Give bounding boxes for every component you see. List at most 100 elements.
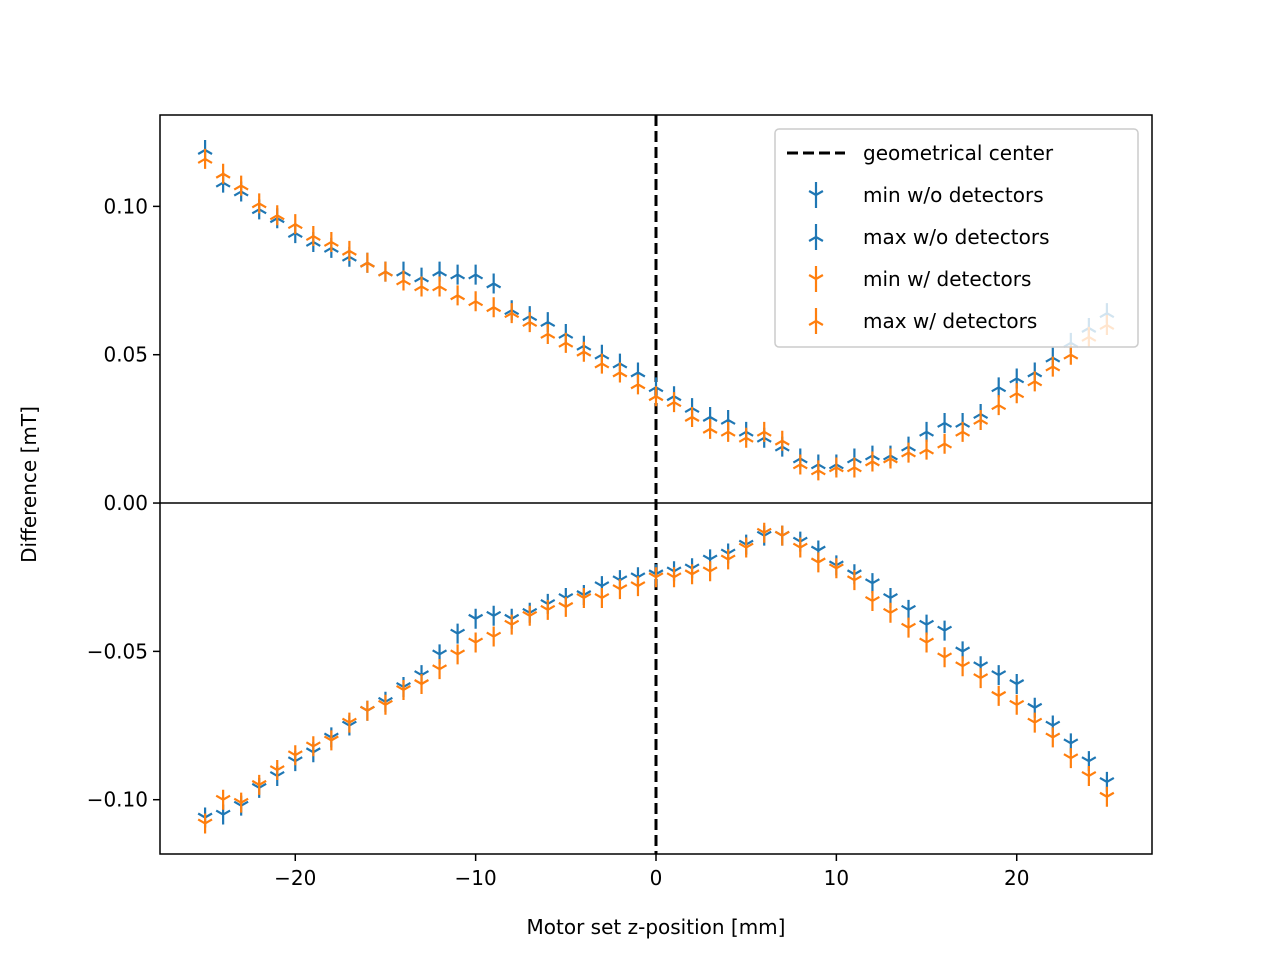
data-point <box>991 685 1007 706</box>
data-point <box>287 745 303 766</box>
legend-label: min w/o detectors <box>863 183 1044 207</box>
data-point <box>1081 751 1097 772</box>
data-point <box>1009 694 1025 715</box>
data-point <box>504 303 520 324</box>
data-point <box>882 448 898 469</box>
data-point <box>882 587 898 608</box>
data-point <box>702 418 718 439</box>
data-point <box>197 813 213 834</box>
legend-marker-sample <box>808 224 824 250</box>
data-point <box>305 736 321 757</box>
data-point <box>323 730 339 751</box>
data-point <box>414 276 430 297</box>
data-point <box>666 392 682 413</box>
data-point <box>323 231 339 252</box>
data-point <box>540 323 556 344</box>
data-point <box>522 312 538 333</box>
data-point <box>197 148 213 169</box>
data-point <box>233 175 249 196</box>
data-point <box>756 522 772 543</box>
x-tick-label: −20 <box>274 866 316 890</box>
data-point <box>558 596 574 617</box>
legend-entry: min w/ detectors <box>808 266 1031 292</box>
data-point <box>233 792 249 813</box>
data-point <box>720 409 736 430</box>
data-point <box>432 644 448 665</box>
data-point <box>450 623 466 644</box>
y-tick-label: −0.05 <box>87 639 148 663</box>
legend-box <box>774 128 1139 348</box>
y-tick-label: 0.05 <box>103 343 148 367</box>
data-point <box>846 457 862 478</box>
data-point <box>612 362 628 383</box>
axes: −20 −10 0 10 20 −0.10 −0.05 0.00 0.05 0.10 <box>87 194 1030 890</box>
data-point <box>864 451 880 472</box>
data-point <box>1045 727 1061 748</box>
data-point <box>955 641 971 662</box>
data-point <box>702 561 718 582</box>
legend-label: max w/o detectors <box>863 225 1049 249</box>
legend-label: max w/ detectors <box>863 309 1037 333</box>
data-point <box>702 407 718 428</box>
y-tick-label: −0.10 <box>87 788 148 812</box>
data-point <box>432 276 448 297</box>
data-point <box>251 774 267 795</box>
data-point <box>937 647 953 668</box>
data-point <box>468 291 484 312</box>
data-point <box>1063 344 1079 365</box>
data-point <box>468 608 484 629</box>
data-point <box>937 433 953 454</box>
data-point <box>377 261 393 282</box>
legend-marker-sample <box>808 266 824 292</box>
data-point <box>955 421 971 442</box>
data-point <box>269 760 285 781</box>
data-point <box>540 599 556 620</box>
data-point <box>215 804 231 825</box>
data-point <box>684 407 700 428</box>
data-point <box>901 442 916 463</box>
data-point <box>359 700 375 721</box>
data-point <box>991 395 1007 416</box>
data-point <box>919 439 935 460</box>
x-tick-label: 20 <box>1004 866 1029 890</box>
data-point <box>973 668 989 689</box>
data-point <box>846 570 862 591</box>
data-point <box>1027 712 1043 733</box>
data-point <box>450 644 466 665</box>
data-point <box>396 270 411 291</box>
data-point <box>1009 368 1025 389</box>
data-point <box>991 377 1007 398</box>
data-point <box>774 525 790 546</box>
data-point <box>450 285 466 306</box>
data-point <box>432 261 448 282</box>
data-point <box>377 694 393 715</box>
data-point <box>937 620 953 641</box>
data-point <box>468 632 484 653</box>
legend-entry: max w/o detectors <box>808 224 1049 250</box>
legend-marker-sample <box>808 182 824 208</box>
legend-marker-sample <box>808 308 824 334</box>
data-point <box>504 614 520 635</box>
data-point <box>901 599 916 620</box>
data-point <box>341 240 357 261</box>
data-point <box>882 602 898 623</box>
legend-entry-geometrical-center: geometrical center <box>787 141 1054 165</box>
data-point <box>792 454 808 475</box>
data-point <box>901 617 916 638</box>
series-max-w-detectors <box>197 148 1115 481</box>
data-point <box>215 789 231 810</box>
data-point <box>991 665 1007 686</box>
data-point <box>359 252 375 273</box>
data-point <box>1009 674 1025 695</box>
data-point <box>540 312 556 333</box>
data-point <box>666 567 682 588</box>
data-point <box>1063 748 1079 769</box>
data-point <box>828 558 844 579</box>
data-point <box>396 679 411 700</box>
data-point <box>630 374 646 395</box>
data-point <box>1099 771 1115 792</box>
data-point <box>630 576 646 597</box>
series-min-w-detectors <box>197 522 1115 834</box>
data-point <box>648 567 664 588</box>
data-point <box>738 537 754 558</box>
